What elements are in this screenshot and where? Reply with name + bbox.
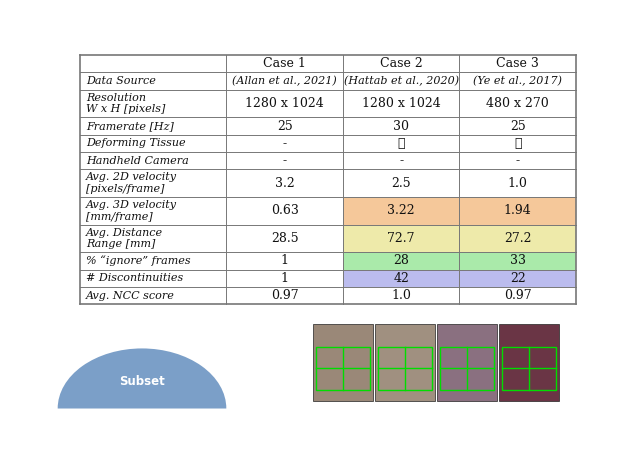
- Text: -: -: [282, 137, 287, 150]
- Text: Deforming Tissue: Deforming Tissue: [86, 138, 186, 148]
- Bar: [316, 347, 370, 390]
- Text: 0.63: 0.63: [271, 204, 298, 217]
- Bar: [460, 197, 576, 224]
- Bar: [502, 347, 556, 390]
- Bar: [460, 224, 576, 252]
- Text: 25: 25: [276, 119, 292, 133]
- Text: (Hattab et al., 2020): (Hattab et al., 2020): [344, 76, 459, 86]
- Text: 1280 x 1024: 1280 x 1024: [362, 97, 440, 110]
- Text: 27.2: 27.2: [504, 232, 531, 245]
- Text: Avg. 3D velocity
[mm/frame]: Avg. 3D velocity [mm/frame]: [86, 200, 177, 222]
- Text: 30: 30: [393, 119, 409, 133]
- Text: Subset: Subset: [119, 375, 165, 388]
- Text: Data Source: Data Source: [86, 76, 156, 86]
- Text: # Discontinuities: # Discontinuities: [86, 273, 183, 283]
- Text: -: -: [282, 154, 287, 167]
- Text: 0.97: 0.97: [271, 289, 298, 302]
- Bar: [313, 324, 372, 402]
- Bar: [440, 347, 494, 390]
- Text: 3.22: 3.22: [387, 204, 415, 217]
- Text: 1.94: 1.94: [504, 204, 532, 217]
- Text: Case 3: Case 3: [496, 57, 539, 70]
- Bar: [437, 324, 497, 402]
- Text: (Ye et al., 2017): (Ye et al., 2017): [473, 76, 562, 86]
- Text: 28.5: 28.5: [271, 232, 298, 245]
- Text: Case 2: Case 2: [380, 57, 422, 70]
- Text: Avg. NCC score: Avg. NCC score: [86, 291, 175, 301]
- Bar: [343, 269, 460, 287]
- Text: 42: 42: [393, 272, 409, 285]
- Text: 25: 25: [510, 119, 525, 133]
- Text: % “ignore” frames: % “ignore” frames: [86, 256, 191, 266]
- Text: ✓: ✓: [397, 137, 405, 150]
- Bar: [460, 252, 576, 269]
- Text: 1: 1: [280, 272, 289, 285]
- Text: -: -: [399, 154, 403, 167]
- Text: 0.97: 0.97: [504, 289, 532, 302]
- Text: (Allan et al., 2021): (Allan et al., 2021): [232, 76, 337, 86]
- Text: 22: 22: [510, 272, 525, 285]
- Text: Handheld Camera: Handheld Camera: [86, 156, 189, 166]
- Text: 480 x 270: 480 x 270: [486, 97, 549, 110]
- Text: 1280 x 1024: 1280 x 1024: [245, 97, 324, 110]
- Text: 28: 28: [393, 254, 409, 268]
- Bar: [499, 324, 559, 402]
- Bar: [375, 324, 435, 402]
- Text: Case 1: Case 1: [263, 57, 306, 70]
- Text: Framerate [Hz]: Framerate [Hz]: [86, 121, 174, 131]
- Bar: [378, 347, 432, 390]
- Bar: [343, 224, 460, 252]
- Wedge shape: [58, 348, 227, 409]
- Text: Avg. Distance
Range [mm]: Avg. Distance Range [mm]: [86, 228, 163, 249]
- Bar: [460, 269, 576, 287]
- Text: 3.2: 3.2: [275, 177, 294, 190]
- Bar: [343, 252, 460, 269]
- Text: 33: 33: [509, 254, 525, 268]
- Bar: [343, 197, 460, 224]
- Text: 1.0: 1.0: [391, 289, 411, 302]
- Text: 2.5: 2.5: [391, 177, 411, 190]
- Text: -: -: [516, 154, 520, 167]
- Text: 1.0: 1.0: [508, 177, 527, 190]
- Text: 72.7: 72.7: [387, 232, 415, 245]
- Text: 1: 1: [280, 254, 289, 268]
- Text: Avg. 2D velocity
[pixels/frame]: Avg. 2D velocity [pixels/frame]: [86, 172, 177, 194]
- Text: Resolution
W x H [pixels]: Resolution W x H [pixels]: [86, 93, 165, 114]
- Text: ✓: ✓: [514, 137, 522, 150]
